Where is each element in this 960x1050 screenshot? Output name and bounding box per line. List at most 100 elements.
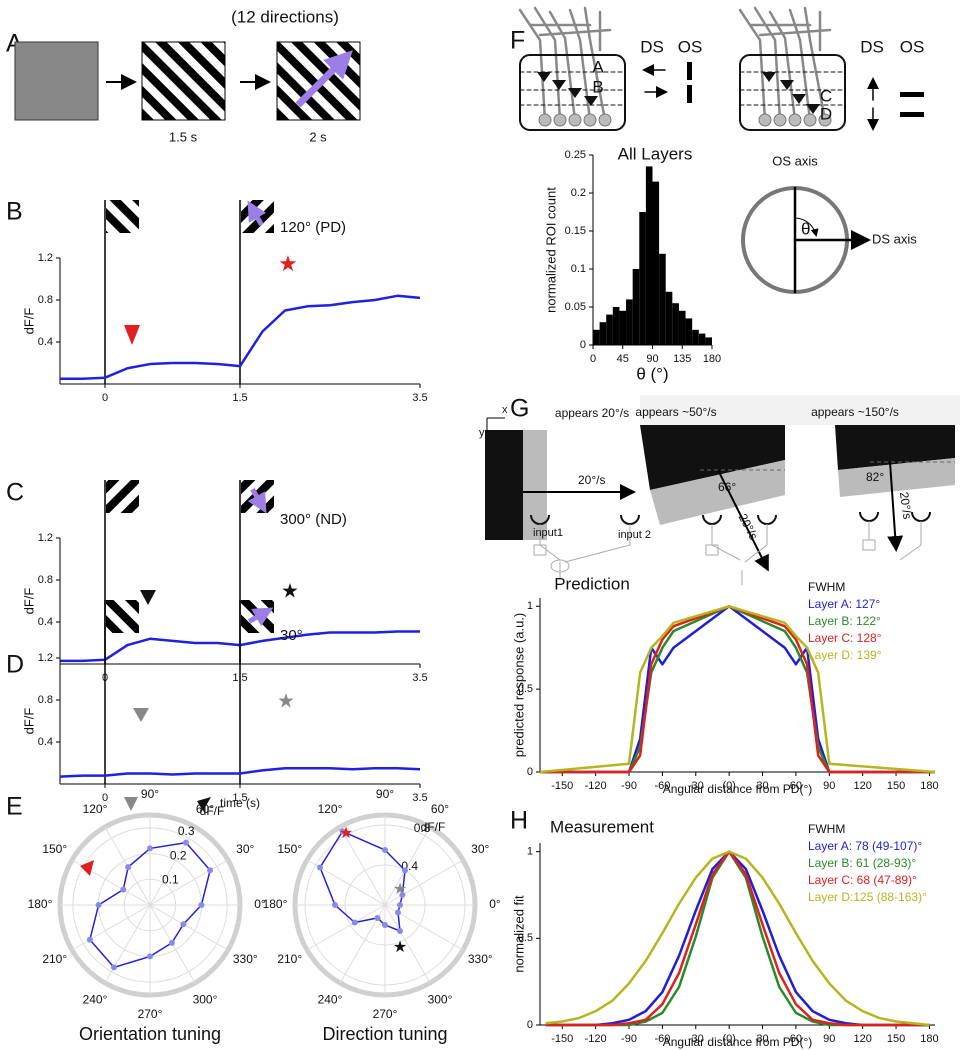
gray-screen <box>14 41 99 121</box>
series-line <box>545 850 930 1027</box>
tuning-point <box>339 828 346 835</box>
spoke <box>104 904 151 984</box>
x-tick-label: 3.5 <box>412 392 427 404</box>
series-line <box>60 294 421 380</box>
theta-tick-label: 180° <box>263 897 288 911</box>
tuning-point <box>382 922 388 928</box>
theta-tick-label: 30° <box>236 842 254 856</box>
y-tick-label: 0 <box>580 339 586 351</box>
chart-title: Orientation tuning <box>79 1024 221 1044</box>
speed-label: 20°/s <box>736 511 761 542</box>
receptive-field <box>530 514 640 525</box>
axis-y: y <box>479 427 485 439</box>
y-tick-label: 0.5 <box>518 932 533 944</box>
layer-label: D <box>820 104 832 123</box>
x-tick-label: 90 <box>823 1033 835 1045</box>
os-bar <box>900 92 924 97</box>
tuning-point <box>95 902 102 908</box>
polar-axes: 0° 30° 60° 90° 120° 150° 180° 210° 240° 270° 300° 3… <box>263 787 501 1021</box>
hist-bar <box>659 253 666 345</box>
r-axis-label: dF/F <box>200 804 225 818</box>
y-tick-label: 1 <box>527 600 533 612</box>
input-label: input1 <box>533 527 563 539</box>
hist-bar <box>626 299 633 345</box>
x-tick-label: 1.5 <box>232 392 247 404</box>
x-tick-label: 120 <box>853 1033 871 1045</box>
annotation: 120° (PD) <box>280 219 346 236</box>
spoke <box>149 904 229 951</box>
x-tick-label: 90 <box>646 353 658 365</box>
theta-tick-label: 240° <box>83 992 108 1006</box>
x-tick-label: 150 <box>887 780 905 792</box>
axes: 0 0.5 1 -150 -120 -90 -60 -30 (0) 30 60 90 120 150 180… <box>511 574 938 796</box>
duration: 1.5 s <box>169 129 198 144</box>
theta-tick-label: 120° <box>318 802 343 816</box>
angle-label: 82° <box>866 470 884 484</box>
series-line <box>59 767 421 778</box>
tuning-point <box>402 867 408 874</box>
y-tick-label: 0.4 <box>38 616 53 628</box>
arrowhead <box>140 590 156 605</box>
x-tick-label: 30 <box>756 780 768 792</box>
panel-label: G <box>510 395 529 423</box>
theta-tick-label: 0° <box>254 897 266 911</box>
axes: 0 0.5 1 -150 -120 -90 -60 -30 (0) 30 60 90 120 150 180… <box>511 817 938 1049</box>
x-axis-label: Angular distance from PD(°) <box>663 1035 813 1049</box>
gray-edge <box>650 460 785 525</box>
speed-label: 20°/s <box>578 473 605 487</box>
theta-label: θ <box>801 219 810 238</box>
stimulus-icon <box>106 600 139 633</box>
os-axis-label: OS axis <box>772 153 818 168</box>
hist-bar <box>705 337 712 345</box>
apparent-speed: appears ~150°/s <box>811 405 899 419</box>
x-tick-label: 0 <box>102 792 108 804</box>
panel-label: D <box>6 651 24 679</box>
legend-entry: Layer D: 139° <box>808 648 882 662</box>
panel-label: F <box>510 27 525 55</box>
apparent-speed: appears 20°/s <box>555 406 629 420</box>
legend-entry: Layer C: 128° <box>808 631 882 645</box>
ring <box>123 878 177 932</box>
stimulus-title: (12 directions) <box>231 7 339 26</box>
r-tick-label: 0.2 <box>170 848 187 862</box>
duration: 2 s <box>309 129 327 144</box>
legend-entry: Layer C: 68 (47-89)° <box>808 873 917 887</box>
x-tick-label: 30 <box>756 1033 768 1045</box>
x-tick-label: 45 <box>617 353 629 365</box>
direction-arrow <box>247 607 274 627</box>
x-tick-label: -90 <box>621 780 637 792</box>
y-tick-label: 0.1 <box>571 263 586 275</box>
hist-bar <box>612 307 620 345</box>
y-tick-label: 1 <box>527 846 533 858</box>
theta-tick-label: 90° <box>141 787 159 801</box>
polar-marker <box>197 797 211 811</box>
r-tick-label: 0.1 <box>162 873 179 887</box>
panel-label: C <box>6 479 24 507</box>
tuning-point <box>397 902 403 908</box>
x-tick-label: 135 <box>673 353 691 365</box>
x-tick-label: 180 <box>920 1033 938 1045</box>
panel-label: B <box>6 198 23 226</box>
speed-label: 20°/s <box>897 491 915 520</box>
layer-label: C <box>820 86 832 105</box>
y-axis-label: normalized ROI count <box>543 187 558 313</box>
x-tick-label: 60 <box>790 780 802 792</box>
hist-bar <box>619 310 627 345</box>
hist-bar <box>652 181 660 345</box>
panel-label: E <box>6 793 23 821</box>
y-tick-label: 0.4 <box>38 736 53 748</box>
star-marker: ★ <box>281 580 299 602</box>
direction-arrow <box>247 487 267 514</box>
tuning-point <box>180 921 187 928</box>
hist-bar <box>665 291 673 345</box>
stimulus-icon <box>106 480 139 513</box>
y-tick-label: 0.2 <box>571 187 586 199</box>
annotation: 300° (ND) <box>280 511 347 528</box>
panel-label: H <box>510 807 528 835</box>
hist-bar <box>639 212 646 345</box>
y-tick-label: 1.2 <box>38 252 53 264</box>
circuit <box>868 521 922 561</box>
x-tick-label: 180 <box>920 780 938 792</box>
